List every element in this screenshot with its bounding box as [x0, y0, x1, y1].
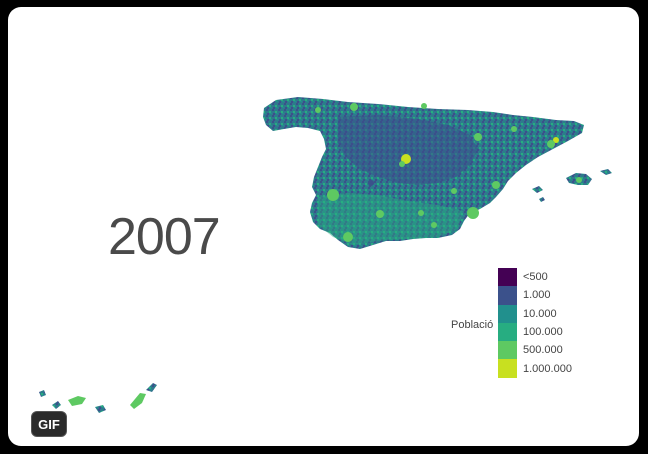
legend-item: 1.000.000 [498, 359, 572, 378]
balearic-island [600, 169, 612, 175]
city-spot [467, 207, 479, 219]
choropleth-map [39, 97, 612, 413]
year-label: 2007 [108, 208, 221, 266]
legend-label: 500.000 [523, 344, 563, 357]
legend: <500 1.000 10.000 100.000 500.000 1.000.… [498, 268, 572, 378]
legend-swatch [498, 268, 517, 287]
city-spot [431, 222, 437, 228]
legend-swatch [498, 304, 517, 323]
canary-island [39, 390, 46, 397]
legend-item: 1.000 [498, 286, 572, 305]
legend-swatch [498, 341, 517, 360]
legend-item: 10.000 [498, 304, 572, 323]
city-spot [350, 103, 358, 111]
city-spot [376, 210, 384, 218]
canary-island [68, 396, 86, 406]
city-spot [511, 126, 517, 132]
interior-region [338, 115, 478, 185]
city-spot [547, 140, 555, 148]
canary-island [52, 401, 61, 409]
city-spot [553, 137, 559, 143]
city-spot [315, 107, 321, 113]
city-spot [327, 189, 339, 201]
legend-item: <500 [498, 268, 572, 287]
legend-item: 500.000 [498, 341, 572, 360]
legend-swatch [498, 322, 517, 342]
city-spot [492, 181, 500, 189]
gif-badge[interactable]: GIF [31, 411, 67, 437]
legend-label: 1.000.000 [523, 362, 572, 375]
balearic-island [539, 197, 545, 202]
legend-label: <500 [523, 271, 548, 284]
city-spot [399, 161, 405, 167]
city-spot [343, 232, 353, 242]
balearic-island [532, 186, 543, 193]
legend-label: 1.000 [523, 289, 551, 302]
animation-frame: 2007 Població <500 1.000 10.000 100.000 … [8, 7, 639, 446]
legend-swatch [498, 359, 517, 378]
legend-label: 100.000 [523, 326, 563, 339]
city-spot [474, 133, 482, 141]
city-spot [368, 180, 374, 186]
legend-title: Població [451, 319, 494, 331]
legend-label: 10.000 [523, 307, 557, 320]
canary-island [95, 405, 106, 413]
balearic-spot [576, 177, 582, 183]
legend-swatch [498, 286, 517, 305]
canary-island [146, 383, 157, 392]
southern-region [318, 193, 463, 245]
city-spot [418, 210, 424, 216]
canary-island [130, 393, 146, 409]
legend-item: 100.000 [498, 322, 572, 342]
city-spot [421, 103, 427, 109]
city-spot [451, 188, 457, 194]
